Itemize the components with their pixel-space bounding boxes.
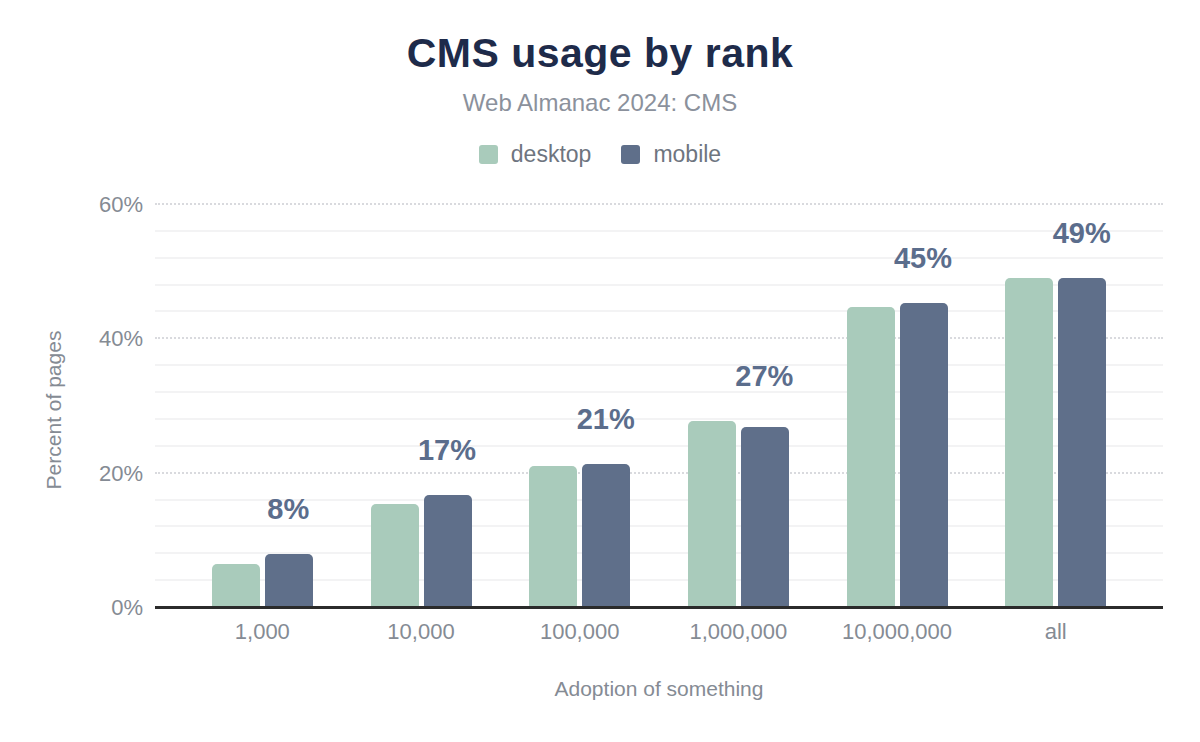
bar-desktop-all bbox=[1005, 278, 1053, 608]
y-tick-label: 40% bbox=[99, 328, 143, 350]
legend-swatch-desktop bbox=[479, 145, 498, 164]
legend-label: mobile bbox=[653, 141, 721, 168]
bar-desktop-10,000 bbox=[371, 504, 419, 608]
x-axis-title: Adoption of something bbox=[155, 677, 1163, 701]
y-tick-label: 20% bbox=[99, 463, 143, 485]
x-axis-ticks: 1,00010,000100,0001,000,00010,000,000all bbox=[155, 619, 1163, 645]
bar-value-label: 45% bbox=[894, 244, 952, 273]
bar-mobile-all bbox=[1058, 278, 1106, 608]
legend-item-desktop: desktop bbox=[479, 141, 592, 168]
plot-area: 8% 17% 21% 27% 45% 49% bbox=[155, 205, 1163, 608]
y-tick-label: 60% bbox=[99, 194, 143, 216]
bar-desktop-1,000 bbox=[212, 564, 260, 608]
chart-figure: CMS usage by rank Web Almanac 2024: CMS … bbox=[0, 0, 1200, 742]
bar-group-1,000,000: 27% bbox=[659, 205, 818, 608]
bar-mobile-10,000 bbox=[424, 495, 472, 609]
bar-group-10,000: 17% bbox=[342, 205, 501, 608]
bar-groups: 8% 17% 21% 27% 45% 49% bbox=[155, 205, 1163, 608]
bar-desktop-100,000 bbox=[529, 466, 577, 608]
bar-group-all: 49% bbox=[976, 205, 1135, 608]
y-tick-label: 0% bbox=[111, 597, 143, 619]
legend-swatch-mobile bbox=[621, 145, 640, 164]
bar-desktop-1,000,000 bbox=[688, 421, 736, 608]
y-axis-ticks: 0%20%40%60% bbox=[0, 205, 143, 608]
x-axis-line bbox=[155, 606, 1163, 609]
bar-value-label: 8% bbox=[267, 495, 309, 524]
x-tick-label: 100,000 bbox=[500, 619, 659, 645]
x-tick-label: all bbox=[976, 619, 1135, 645]
bar-desktop-10,000,000 bbox=[847, 307, 895, 608]
legend-item-mobile: mobile bbox=[621, 141, 721, 168]
bar-mobile-100,000 bbox=[582, 464, 630, 608]
bar-group-100,000: 21% bbox=[500, 205, 659, 608]
bar-mobile-1,000,000 bbox=[741, 427, 789, 608]
bar-value-label: 49% bbox=[1053, 219, 1111, 248]
bar-value-label: 17% bbox=[418, 436, 476, 465]
x-tick-label: 10,000 bbox=[342, 619, 501, 645]
legend: desktop mobile bbox=[0, 141, 1200, 168]
x-tick-label: 1,000,000 bbox=[659, 619, 818, 645]
bar-group-1,000: 8% bbox=[183, 205, 342, 608]
x-tick-label: 10,000,000 bbox=[818, 619, 977, 645]
bar-group-10,000,000: 45% bbox=[818, 205, 977, 608]
bar-value-label: 27% bbox=[735, 362, 793, 391]
chart-title: CMS usage by rank bbox=[0, 30, 1200, 77]
bar-mobile-1,000 bbox=[265, 554, 313, 608]
x-tick-label: 1,000 bbox=[183, 619, 342, 645]
legend-label: desktop bbox=[511, 141, 592, 168]
bar-mobile-10,000,000 bbox=[900, 303, 948, 608]
bar-value-label: 21% bbox=[577, 405, 635, 434]
chart-subtitle: Web Almanac 2024: CMS bbox=[0, 89, 1200, 117]
